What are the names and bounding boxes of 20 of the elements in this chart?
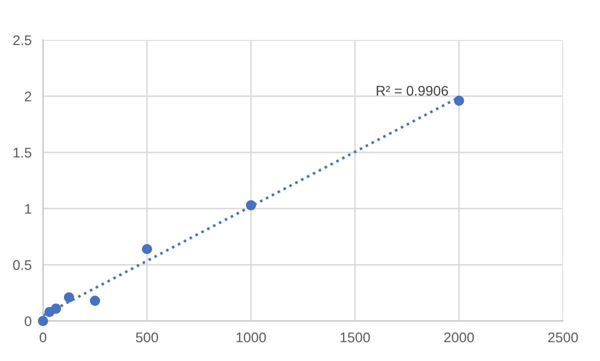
point: [38, 316, 48, 326]
point: [142, 244, 152, 254]
x-tick-label: 0: [40, 332, 46, 342]
point: [454, 96, 464, 106]
point: [50, 304, 62, 314]
x-tick-label: 500: [136, 332, 158, 342]
y-tick-label: 0: [24, 316, 32, 326]
x-tick-label: 1500: [340, 332, 370, 342]
point: [64, 292, 74, 302]
x-tick-label: 2000: [444, 332, 474, 342]
y-tick-label: 1: [25, 204, 32, 214]
y-tick-label: 1.5: [14, 148, 32, 158]
y-tick-label: 2: [24, 92, 32, 102]
annotation: R² = 0.9906: [376, 86, 448, 96]
y-tick-label: 2.5: [13, 35, 32, 46]
point: [246, 200, 256, 210]
x-tick-label: 1000: [236, 332, 266, 342]
x-tick-label: 2500: [548, 332, 578, 342]
y-tick-label: 0.5: [13, 260, 32, 270]
point: [90, 296, 100, 306]
